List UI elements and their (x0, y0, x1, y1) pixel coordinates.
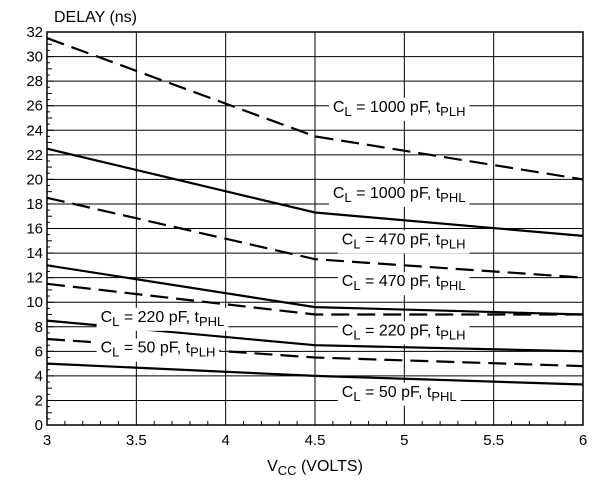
y-tick-label: 28 (26, 73, 43, 90)
x-tick-label: 5 (400, 432, 408, 449)
y-tick-label: 24 (26, 122, 43, 139)
series-label-background (96, 307, 229, 331)
y-tick-label: 30 (26, 49, 43, 66)
series-label-background (337, 230, 470, 254)
series-label-text: CL = 220 pF, tPHL (101, 309, 225, 329)
series-label-text: CL = 220 pF, tPLH (342, 322, 466, 342)
x-tick-label: 6 (579, 432, 587, 449)
y-tick-label: 2 (35, 392, 43, 409)
series-label-8: CL = 50 pF, tPHL (337, 382, 461, 406)
series-label-4: CL = 470 pF, tPHL (337, 272, 470, 296)
x-tick-label: 3 (43, 432, 51, 449)
series-line-4 (46, 264, 584, 316)
series-label-text: CL = 1000 pF, tPLH (333, 99, 466, 119)
series-label-5: CL = 220 pF, tPHL (96, 307, 229, 331)
series-label-text: CL = 1000 pF, tPHL (333, 185, 466, 205)
y-tick-label: 12 (26, 270, 43, 287)
x-tick-label: 4 (221, 432, 229, 449)
x-tick-label: 4.5 (305, 432, 326, 449)
series-label-background (337, 321, 470, 345)
series-labels: CL = 1000 pF, tPLH CL = 1000 pF, tPHL CL =… (96, 97, 470, 406)
x-tick-label: 5.5 (483, 432, 504, 449)
series-label-background (337, 272, 470, 296)
series-label-6: CL = 220 pF, tPLH (337, 321, 470, 345)
series-label-background (328, 97, 470, 121)
y-tick-label: 0 (35, 417, 43, 434)
series-label-background (337, 382, 461, 406)
y-tick-label: 10 (26, 294, 43, 311)
series-label-background (96, 338, 220, 362)
series-line-2 (46, 147, 584, 237)
series-line-5 (46, 282, 583, 316)
series-label-text: CL = 50 pF, tPHL (342, 384, 457, 404)
series-label-3: CL = 470 pF, tPLH (337, 230, 470, 254)
series-label-text: CL = 470 pF, tPLH (342, 231, 466, 251)
series-label-2: CL = 1000 pF, tPHL (328, 183, 470, 207)
y-tick-label: 8 (35, 319, 43, 336)
y-tick-label: 14 (26, 245, 43, 262)
series-label-text: CL = 50 pF, tPLH (101, 340, 216, 360)
series-line-1 (46, 37, 584, 181)
series-label-7: CL = 50 pF, tPLH (96, 338, 220, 362)
x-axis-title: VCC (VOLTS) (267, 458, 363, 478)
x-tick-label: 3.5 (126, 432, 147, 449)
y-tick-label: 4 (35, 368, 43, 385)
series-label-1: CL = 1000 pF, tPLH (328, 97, 470, 121)
y-tick-label: 6 (35, 343, 43, 360)
series-label-text: CL = 470 pF, tPHL (342, 273, 466, 293)
y-tick-label: 22 (26, 147, 43, 164)
y-tick-label: 32 (26, 24, 43, 41)
series-label-background (328, 183, 470, 207)
y-tick-label: 20 (26, 171, 43, 188)
y-tick-label: 16 (26, 221, 43, 238)
y-tick-label: 26 (26, 98, 43, 115)
axis-ticks: 3 3.5 4 4.5 5 5.5 6024681012141618202224262830… (26, 24, 587, 449)
y-axis-title: DELAY (ns) (54, 9, 137, 26)
series-line-8 (46, 362, 584, 386)
y-tick-label: 18 (26, 196, 43, 213)
series-line-3 (46, 196, 584, 279)
